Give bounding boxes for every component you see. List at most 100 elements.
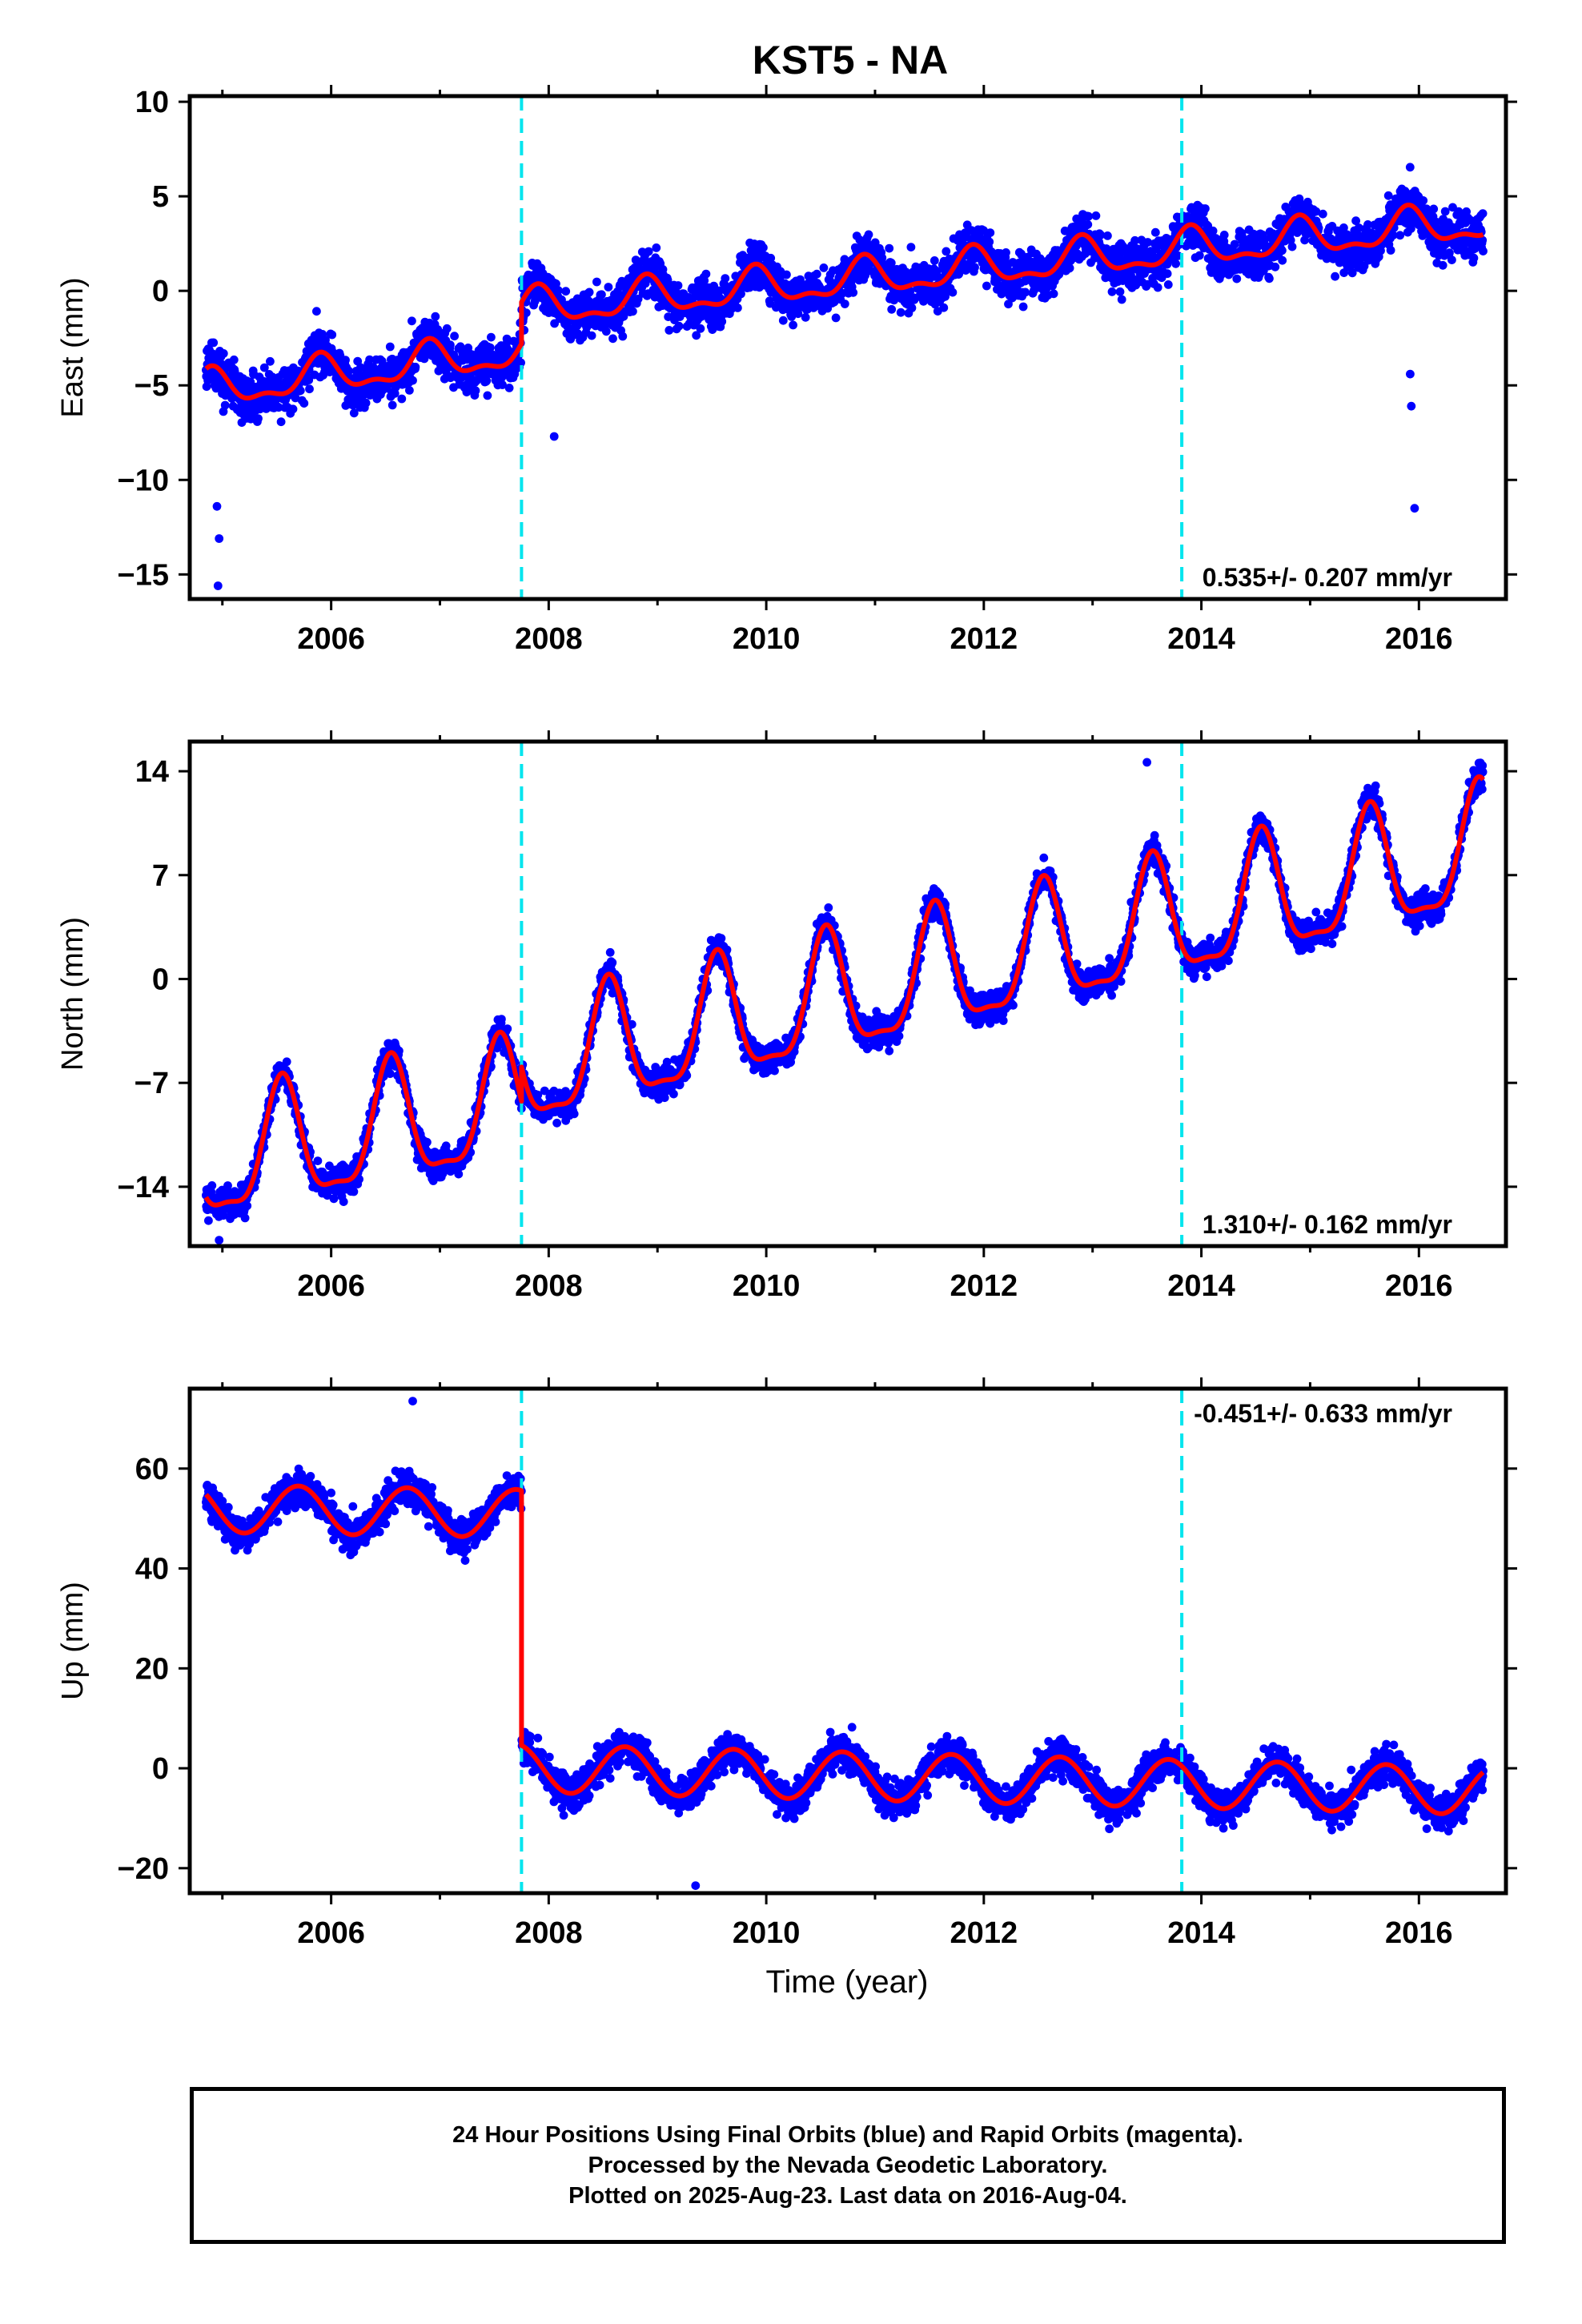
east-data-point — [1002, 248, 1010, 257]
east-data-point — [1208, 226, 1218, 235]
east-y-tick-label: 0 — [152, 275, 169, 308]
east-x-tick-label: 2006 — [297, 622, 365, 656]
east-data-point — [717, 317, 727, 326]
east-data-point — [305, 384, 314, 394]
east-data-point — [1162, 269, 1172, 279]
east-data-point — [502, 334, 512, 344]
east-data-point — [356, 363, 365, 372]
east-x-tick-label: 2014 — [1167, 622, 1235, 656]
east-data-point — [259, 363, 269, 372]
east-data-point — [1195, 251, 1204, 260]
east-data-point — [1065, 263, 1074, 273]
east-data-point — [1083, 219, 1093, 229]
east-data-points — [202, 163, 1488, 590]
north-data-point — [552, 1118, 561, 1128]
east-velocity-rate: 0.535+/- 0.207 mm/yr — [1203, 563, 1452, 592]
east-data-point — [885, 243, 894, 253]
east-data-point — [592, 277, 601, 287]
east-data-point — [229, 355, 239, 364]
east-data-point — [604, 283, 613, 292]
east-data-point — [1091, 211, 1101, 220]
east-x-tick-label: 2012 — [950, 622, 1018, 656]
east-data-point — [498, 380, 507, 389]
east-y-axis-label: East (mm) — [56, 277, 90, 417]
east-data-point — [274, 403, 283, 412]
east-data-point — [361, 398, 371, 408]
east-outlier-point — [213, 581, 223, 590]
east-data-point — [696, 324, 705, 333]
east-outlier-point — [1406, 369, 1415, 379]
north-data-point — [349, 1187, 359, 1196]
east-data-point — [1469, 253, 1479, 263]
north-data-points — [202, 758, 1488, 1244]
east-outlier-point — [212, 501, 222, 511]
north-data-point — [207, 1181, 217, 1190]
east-data-point — [1395, 231, 1405, 240]
east-data-point — [782, 270, 791, 279]
east-data-point — [584, 296, 593, 306]
east-data-point — [504, 384, 514, 392]
east-data-point — [1150, 227, 1160, 237]
north-data-point — [240, 1213, 250, 1223]
panel-east: 2006 2008 2010 2012 2014 2016−15−10−50510East… — [56, 85, 1517, 656]
east-data-point — [1287, 242, 1297, 251]
east-data-point — [877, 253, 887, 263]
east-data-point — [855, 235, 865, 244]
east-data-point — [597, 290, 606, 300]
east-data-point — [1115, 287, 1125, 296]
east-data-point — [766, 253, 776, 263]
east-data-point — [979, 226, 988, 235]
east-plot-area — [202, 96, 1488, 599]
east-data-point — [628, 307, 637, 316]
east-data-point — [521, 308, 531, 317]
east-data-point — [700, 276, 709, 285]
east-data-point — [219, 349, 228, 358]
east-data-point — [1103, 231, 1112, 240]
east-data-point — [812, 269, 821, 279]
east-data-point — [276, 417, 286, 427]
north-data-point — [423, 1137, 432, 1147]
panels-layer: 2006 2008 2010 2012 2014 2016−15−10−50510East… — [56, 85, 1517, 1950]
east-data-point — [633, 294, 643, 304]
north-data-point — [454, 1169, 464, 1179]
east-data-point — [652, 243, 661, 252]
east-data-point — [701, 269, 711, 279]
east-data-point — [483, 391, 492, 400]
east-data-point — [1429, 204, 1439, 214]
east-data-point — [299, 399, 309, 408]
east-x-tick-label: 2016 — [1385, 622, 1453, 656]
east-data-point — [1478, 209, 1488, 218]
east-data-point — [674, 321, 684, 331]
east-data-point — [442, 324, 452, 333]
east-data-point — [341, 356, 350, 364]
east-data-point — [1219, 231, 1229, 239]
east-data-point — [986, 247, 996, 256]
east-outlier-point — [1407, 401, 1416, 411]
east-data-point — [1060, 226, 1070, 235]
east-data-point — [997, 289, 1006, 299]
east-data-point — [1278, 246, 1287, 255]
east-data-point — [516, 358, 525, 368]
east-data-point — [644, 247, 653, 256]
east-data-point — [408, 376, 417, 385]
east-data-point — [387, 400, 397, 410]
chart-title: KST5 - NA — [753, 38, 948, 82]
east-data-point — [970, 263, 979, 272]
east-data-point — [288, 404, 298, 414]
east-x-tick-label: 2008 — [515, 622, 583, 656]
east-data-point — [552, 279, 560, 288]
east-data-point — [618, 332, 628, 341]
east-x-tick-label: 2010 — [733, 622, 801, 656]
east-data-point — [482, 376, 492, 385]
east-data-point — [1318, 209, 1327, 219]
east-data-point — [948, 287, 958, 297]
east-data-point — [584, 287, 594, 297]
east-data-point — [1021, 287, 1030, 297]
east-data-point — [985, 237, 994, 247]
east-data-point — [295, 386, 305, 396]
east-data-point — [561, 287, 571, 296]
east-data-point — [1383, 191, 1393, 200]
east-data-point — [1201, 204, 1210, 213]
east-data-point — [327, 330, 337, 340]
east-outlier-point — [549, 432, 559, 441]
